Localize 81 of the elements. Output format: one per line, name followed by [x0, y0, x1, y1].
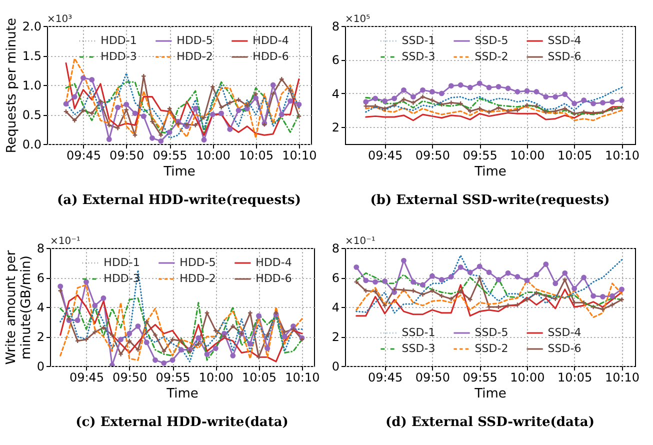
x-tick-label: 10:10 — [282, 148, 317, 162]
legend-label: HDD-2 — [176, 50, 213, 63]
x-tick-label: 10:10 — [604, 370, 640, 384]
legend-label: SSD-4 — [548, 326, 582, 339]
legend-label: SSD-1 — [402, 326, 436, 339]
legend-label: SSD-3 — [402, 50, 436, 63]
x-tick-label: 10:00 — [510, 370, 545, 384]
x-tick-label: 10:05 — [558, 148, 592, 162]
x-tick-label: 10:10 — [285, 370, 320, 384]
legend-label: HDD-3 — [100, 50, 137, 63]
legend-label: SSD-5 — [474, 34, 508, 47]
x-tick-label: 09:50 — [415, 148, 450, 162]
y-axis-title: Requests per minute — [4, 18, 20, 154]
legend-label: HDD-2 — [180, 272, 216, 285]
x-tick-label: 09:45 — [69, 370, 104, 384]
text: ×10³ — [47, 14, 72, 25]
legend-label: HDD-1 — [100, 34, 137, 47]
legend-label: HDD-3 — [104, 272, 140, 285]
legend-label: HDD-6 — [256, 272, 292, 285]
y-tick-label: 4 — [332, 86, 340, 101]
x-tick-label: 10:00 — [196, 148, 230, 162]
x-axis-title: Time — [166, 386, 198, 402]
y-tick-label: 2 — [332, 120, 340, 135]
text: ×10⁵ — [345, 14, 370, 25]
y-tick-label: 4 — [332, 300, 340, 314]
x-tick-label: 09:55 — [152, 148, 188, 162]
legend-label: SSD-2 — [474, 342, 508, 355]
y-tick-label: 2 — [36, 330, 44, 344]
legend-label: HDD-4 — [256, 256, 292, 269]
x-tick-label: 10:10 — [604, 148, 640, 162]
y-tick-label: 8 — [36, 242, 44, 256]
y-tick-label: 8 — [332, 242, 340, 256]
x-tick-label: 09:50 — [415, 370, 450, 384]
x-tick-label: 09:45 — [368, 370, 403, 384]
x-tick-label: 09:55 — [462, 148, 498, 162]
legend-label: HDD-6 — [252, 50, 289, 63]
x-tick-label: 10:05 — [242, 370, 277, 384]
text: ×10⁻¹ — [50, 236, 80, 247]
x-tick-label: 10:00 — [198, 370, 234, 384]
legend-label: HDD-5 — [180, 256, 216, 269]
y-tick-label: 2.0 — [22, 20, 42, 34]
text: (c) External HDD-write(data) — [76, 415, 288, 430]
y-axis-title: Write amount per minute(GB/min) — [4, 250, 34, 365]
legend-label: HDD-4 — [252, 34, 289, 47]
y-tick-label: 0.5 — [22, 108, 42, 122]
x-tick-label: 09:45 — [66, 148, 102, 162]
text: (b) External SSD-write(requests) — [370, 193, 610, 208]
x-tick-label: 10:05 — [238, 148, 274, 162]
x-tick-label: 09:55 — [156, 370, 190, 384]
y-tick-label: 6 — [36, 271, 44, 285]
y-tick-label: 8 — [332, 20, 340, 34]
legend-label: SSD-5 — [474, 326, 508, 339]
y-tick-label: 1.5 — [22, 49, 42, 63]
x-tick-label: 09:55 — [462, 370, 498, 384]
x-tick-label: 09:45 — [368, 148, 403, 162]
y-tick-label: 6 — [332, 271, 340, 285]
y-tick-label: 4 — [36, 300, 44, 314]
legend-label: HDD-1 — [104, 256, 140, 269]
legend-label: SSD-6 — [548, 342, 582, 355]
y-tick-label: 6 — [332, 53, 340, 68]
y-tick-label: 2 — [332, 330, 340, 344]
y-tick-label: 0.0 — [22, 138, 42, 152]
x-axis-title: Time — [474, 386, 506, 402]
legend-label: HDD-5 — [176, 34, 213, 47]
x-tick-label: 10:05 — [558, 370, 592, 384]
x-axis-title: Time — [162, 164, 196, 180]
y-tick-label: 0 — [332, 360, 340, 374]
legend-label: SSD-1 — [402, 34, 436, 47]
legend-label: SSD-6 — [548, 50, 582, 63]
legend-label: SSD-4 — [548, 34, 582, 47]
y-tick-label: 1.0 — [22, 78, 42, 92]
text: ×10⁻¹ — [345, 236, 376, 247]
y-tick-label: 0 — [36, 360, 44, 374]
x-tick-label: 10:00 — [510, 148, 545, 162]
legend-label: SSD-2 — [474, 50, 508, 63]
x-tick-label: 09:50 — [112, 370, 148, 384]
text: (a) External HDD-write(requests) — [57, 193, 301, 208]
legend-label: SSD-3 — [402, 342, 436, 355]
x-tick-label: 09:50 — [110, 148, 144, 162]
x-axis-title: Time — [474, 164, 506, 180]
text: (d) External SSD-write(data) — [386, 415, 594, 430]
